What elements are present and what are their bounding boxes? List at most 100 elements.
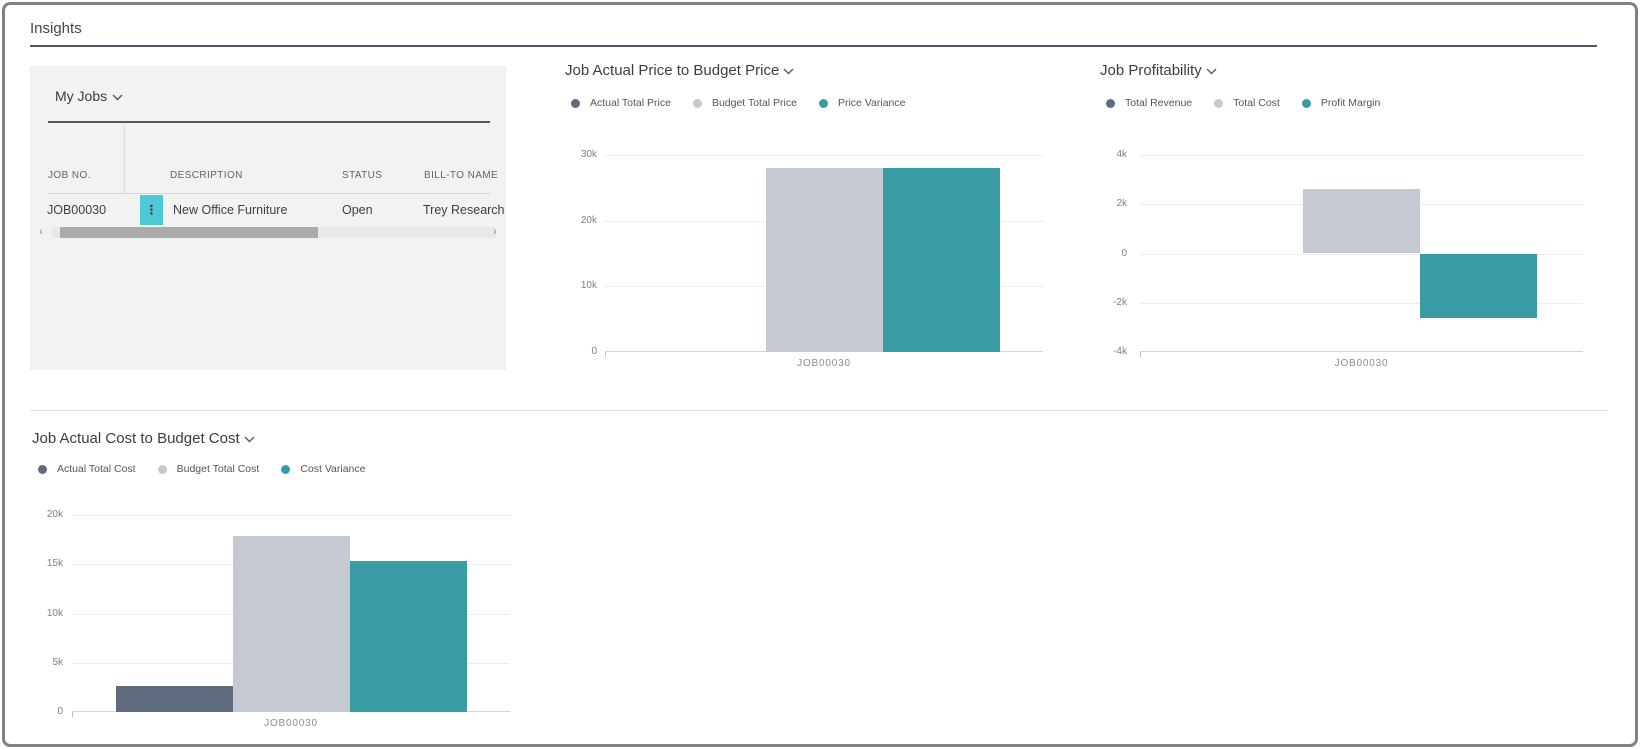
legend-label: Cost Variance xyxy=(300,463,366,475)
ellipsis-vertical-icon: ⋮ xyxy=(145,202,158,217)
legend-label: Actual Total Cost xyxy=(57,463,136,475)
chevron-down-icon xyxy=(783,68,794,75)
legend-dot-icon xyxy=(1214,98,1224,108)
y-axis-labels: 4k 2k 0 -2k -4k xyxy=(1100,149,1127,357)
gridline xyxy=(1140,253,1583,255)
chart-title-dropdown[interactable]: Job Actual Cost to Budget Cost xyxy=(32,430,255,447)
chevron-down-icon xyxy=(112,94,123,100)
cell-bill-to-name: Trey Research xyxy=(423,203,505,217)
column-header-job-no[interactable]: JOB NO. xyxy=(48,170,91,181)
gridline xyxy=(1140,155,1583,156)
gridline xyxy=(72,515,510,516)
bar-total-cost xyxy=(1303,189,1420,254)
y-tick-label: 5k xyxy=(52,656,63,668)
legend-dot-icon xyxy=(1106,98,1115,108)
legend-item[interactable]: Budget Total Price xyxy=(692,97,797,109)
chart-legend: Actual Total Cost Budget Total Cost Cost V… xyxy=(38,463,365,475)
y-tick-label: 0 xyxy=(1121,247,1127,259)
column-header-bill-to-name[interactable]: BILL-TO NAME xyxy=(424,170,499,181)
legend-dot-icon xyxy=(692,98,702,108)
my-jobs-title: My Jobs xyxy=(55,88,108,104)
y-tick-label: 0 xyxy=(591,346,597,357)
legend-item[interactable]: Profit Margin xyxy=(1301,97,1381,109)
legend-dot-icon xyxy=(1301,98,1311,108)
legend-item[interactable]: Price Variance xyxy=(818,97,906,109)
y-tick-label: -2k xyxy=(1113,296,1127,308)
chart-title: Job Actual Price to Budget Price xyxy=(565,62,780,79)
scroll-left-icon[interactable]: ‹ xyxy=(34,226,48,239)
legend-item[interactable]: Cost Variance xyxy=(281,463,365,475)
plot-row: 30k 20k 10k 0 JOB00030 xyxy=(565,149,1043,374)
my-jobs-dropdown[interactable]: My Jobs xyxy=(55,88,123,104)
column-header-description[interactable]: DESCRIPTION xyxy=(170,170,243,181)
legend-label: Profit Margin xyxy=(1320,97,1381,109)
x-category-label: JOB00030 xyxy=(797,358,851,369)
chevron-down-icon xyxy=(1206,68,1217,75)
page-title: Insights xyxy=(30,20,82,37)
plot-area xyxy=(605,155,1043,352)
legend-item[interactable]: Total Cost xyxy=(1214,97,1280,109)
y-tick-label: 4k xyxy=(1116,149,1127,160)
bar-cost-variance xyxy=(349,561,467,712)
chevron-down-icon xyxy=(244,436,255,443)
legend-item[interactable]: Actual Total Price xyxy=(571,97,671,109)
my-jobs-panel: My Jobs JOB NO. DESCRIPTION STATUS BILL-… xyxy=(30,66,506,370)
column-separator xyxy=(124,123,125,193)
bar-actual-total-cost xyxy=(115,686,233,712)
scroll-right-icon[interactable]: › xyxy=(488,226,502,239)
legend-item[interactable]: Actual Total Cost xyxy=(38,463,136,475)
legend-item[interactable]: Total Revenue xyxy=(1106,97,1192,109)
legend-dot-icon xyxy=(281,464,291,474)
legend-label: Budget Total Cost xyxy=(176,463,260,475)
y-tick-label: 10k xyxy=(46,607,63,619)
legend-label: Actual Total Price xyxy=(590,97,671,109)
my-jobs-title-rule xyxy=(48,121,490,123)
chart-title-dropdown[interactable]: Job Profitability xyxy=(1100,62,1217,79)
scrollbar-track[interactable] xyxy=(52,227,496,238)
legend-item[interactable]: Budget Total Cost xyxy=(157,463,260,475)
y-tick-label: 20k xyxy=(46,509,63,520)
scrollbar-thumb[interactable] xyxy=(60,227,318,238)
legend-label: Price Variance xyxy=(837,97,906,109)
x-category-label: JOB00030 xyxy=(1334,358,1389,369)
legend-label: Total Revenue xyxy=(1125,97,1193,109)
gridline xyxy=(605,155,1043,156)
bar-budget-total-price xyxy=(765,168,883,352)
table-row[interactable]: JOB00030 ⋮ New Office Furniture Open Tre… xyxy=(30,195,506,225)
cell-description: New Office Furniture xyxy=(173,203,288,217)
x-category-label: JOB00030 xyxy=(264,718,318,729)
axis-tick xyxy=(1140,352,1141,357)
legend-label: Budget Total Price xyxy=(711,97,797,109)
axis-tick xyxy=(72,712,73,717)
section-divider xyxy=(30,410,1608,411)
chart-legend: Actual Total Price Budget Total Price Pric… xyxy=(571,97,905,109)
legend-dot-icon xyxy=(157,464,167,474)
y-tick-label: 30k xyxy=(580,149,597,160)
y-tick-label: 15k xyxy=(46,558,63,570)
column-header-status[interactable]: STATUS xyxy=(342,170,383,181)
y-axis-labels: 20k 15k 10k 5k 0 xyxy=(32,509,63,717)
y-tick-label: 20k xyxy=(580,214,597,226)
plot-area xyxy=(72,515,510,712)
job-no-link[interactable]: JOB00030 xyxy=(47,203,107,217)
y-axis-labels: 30k 20k 10k 0 xyxy=(565,149,597,357)
plot-area xyxy=(1140,155,1583,352)
chart-title: Job Profitability xyxy=(1100,62,1202,79)
page-title-rule xyxy=(30,45,1597,47)
chart-title-dropdown[interactable]: Job Actual Price to Budget Price xyxy=(565,62,794,79)
bar-budget-total-cost xyxy=(232,535,350,712)
y-tick-label: 10k xyxy=(580,280,597,292)
table-header-rule xyxy=(48,193,490,194)
legend-dot-icon xyxy=(818,98,828,108)
plot-row: 4k 2k 0 -2k -4k JOB00030 xyxy=(1100,149,1583,374)
bar-price-variance xyxy=(882,168,1000,352)
row-actions-button[interactable]: ⋮ xyxy=(140,195,163,225)
legend-label: Total Cost xyxy=(1233,97,1280,109)
chart-title: Job Actual Cost to Budget Cost xyxy=(32,430,240,447)
chart-legend: Total Revenue Total Cost Profit Margin xyxy=(1106,97,1380,109)
plot-row: 20k 15k 10k 5k 0 JOB00030 xyxy=(32,509,510,734)
legend-dot-icon xyxy=(571,98,580,108)
y-tick-label: -4k xyxy=(1113,346,1127,357)
axis-tick xyxy=(605,352,606,357)
